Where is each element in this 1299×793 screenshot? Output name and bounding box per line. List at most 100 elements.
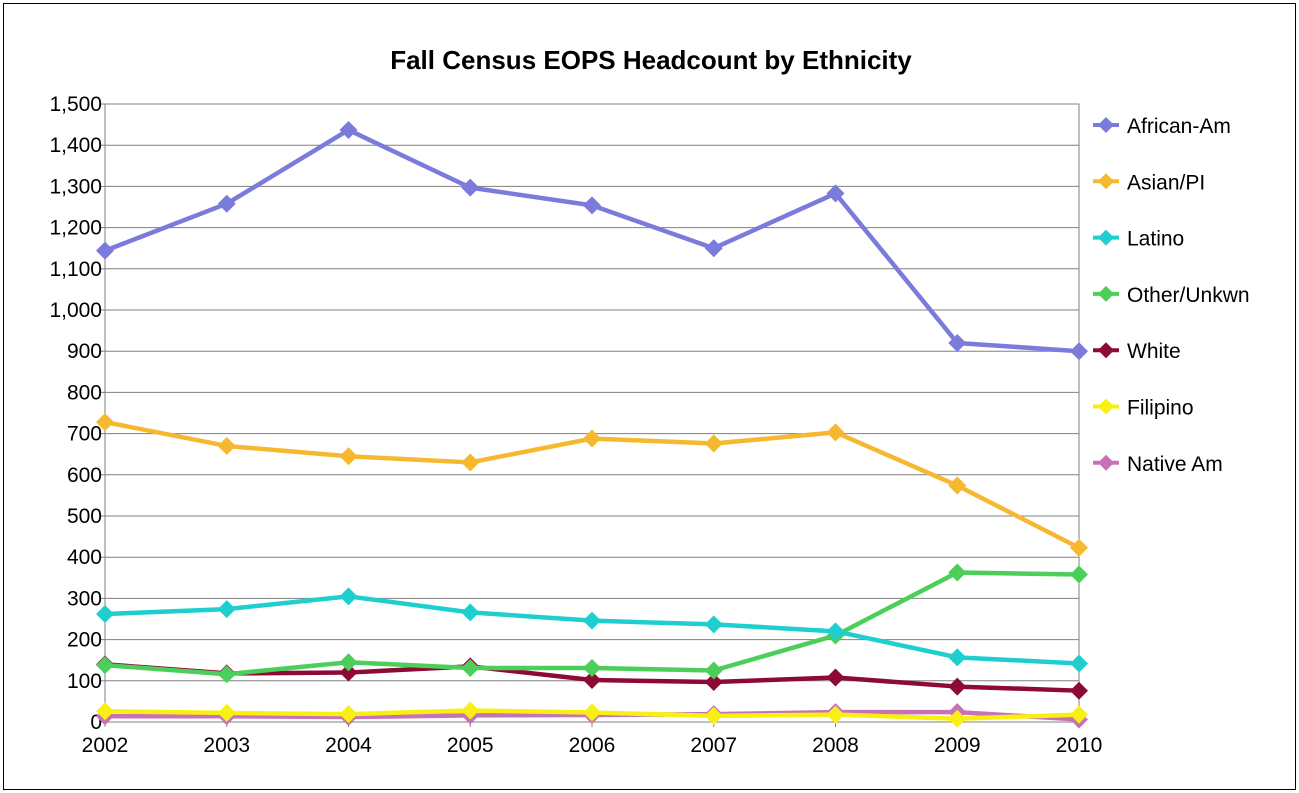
data-point-marker [948, 709, 967, 728]
legend-marker [1098, 454, 1114, 471]
series-white [96, 655, 1088, 700]
legend-item: Native Am [1093, 453, 1223, 476]
data-point-marker [826, 705, 845, 724]
series-other-unkwn [96, 563, 1088, 684]
series-latino [96, 587, 1088, 673]
series-african-am [96, 120, 1088, 361]
data-point-marker [96, 241, 114, 260]
data-point-marker [948, 563, 967, 582]
legend-item: Other/Unkwn [1093, 284, 1250, 307]
data-point-marker [1070, 705, 1088, 724]
y-tick-label: 500 [67, 505, 102, 528]
y-tick-label: 1,400 [49, 134, 102, 157]
data-point-marker [704, 706, 723, 725]
data-point-marker [704, 239, 723, 258]
x-tick-label: 2005 [447, 734, 494, 757]
chart-title: Fall Census EOPS Headcount by Ethnicity [390, 45, 912, 75]
data-point-marker [1070, 654, 1088, 673]
series-line [104, 594, 1080, 666]
data-point-marker [217, 194, 236, 213]
data-point-marker [1070, 681, 1088, 700]
y-tick-label: 600 [67, 464, 102, 487]
legend-item: Filipino [1093, 397, 1194, 420]
legend-marker [1098, 229, 1114, 246]
data-point-marker [1070, 565, 1088, 584]
x-tick-label: 2004 [325, 734, 372, 757]
y-tick-label: 1,500 [49, 93, 102, 116]
y-tick-label: 800 [67, 381, 102, 404]
data-point-marker [1070, 342, 1088, 361]
x-tick-label: 2008 [812, 734, 859, 757]
data-point-marker [948, 677, 967, 696]
data-point-marker [948, 476, 967, 495]
legend-item: African-Am [1093, 115, 1231, 138]
y-tick-label: 200 [67, 629, 102, 652]
data-point-marker [826, 668, 845, 687]
data-point-marker [704, 434, 723, 453]
x-tick-label: 2010 [1056, 734, 1103, 757]
data-point-marker [704, 661, 723, 680]
data-point-marker [96, 656, 114, 675]
data-point-marker [339, 663, 358, 682]
data-point-marker [339, 120, 358, 139]
data-point-marker [704, 615, 723, 634]
data-point-marker [704, 673, 723, 692]
x-tick-label: 2002 [82, 734, 129, 757]
data-point-marker [583, 659, 601, 678]
y-tick-label: 300 [67, 587, 102, 610]
data-point-marker [339, 653, 358, 672]
data-point-marker [826, 622, 845, 641]
y-tick-label: 100 [67, 670, 102, 693]
data-point-marker [217, 665, 236, 684]
y-tick-label: 900 [67, 340, 102, 363]
data-point-marker [461, 603, 480, 622]
data-point-marker [96, 605, 114, 624]
y-tick-label: 400 [67, 546, 102, 569]
data-point-marker [461, 659, 480, 678]
data-point-marker [583, 611, 601, 630]
data-point-marker [583, 703, 601, 722]
legend-label: Filipino [1127, 397, 1194, 420]
data-point-marker [461, 178, 480, 197]
legend-label: African-Am [1127, 115, 1231, 138]
x-tick-label: 2006 [569, 734, 616, 757]
data-point-marker [948, 333, 967, 352]
series-filipino [96, 701, 1088, 728]
data-point-marker [217, 600, 236, 619]
data-point-marker [217, 703, 236, 722]
y-tick-label: 700 [67, 423, 102, 446]
legend-marker [1098, 173, 1114, 190]
data-point-marker [948, 648, 967, 667]
y-tick-label: 1,300 [49, 175, 102, 198]
legend: African-Am Asian/PI Latino Other/Unkwn White… [1093, 115, 1250, 476]
x-tick-label: 2007 [690, 734, 737, 757]
legend-item: Latino [1093, 228, 1184, 251]
x-axis: 2002 2003 2004 2005 2006 2007 2008 2009 2010 [82, 722, 1103, 757]
data-point-marker [339, 587, 358, 606]
data-point-marker [96, 413, 114, 432]
x-tick-label: 2009 [934, 734, 981, 757]
y-axis: 0 100 200 300 400 500 600 700 800 900 1,000 1,100 1,… [49, 93, 1079, 734]
data-point-marker [583, 196, 601, 215]
legend-label: Other/Unkwn [1127, 284, 1250, 307]
series-line [104, 127, 1080, 354]
data-point-marker [339, 705, 358, 724]
data-point-marker [339, 447, 358, 466]
legend-marker [1098, 117, 1114, 133]
gridlines [105, 103, 1079, 682]
data-point-marker [217, 436, 236, 455]
data-point-marker [826, 184, 845, 203]
legend-item: Asian/PI [1093, 171, 1205, 194]
legend-label: Native Am [1127, 453, 1223, 476]
legend-marker [1098, 342, 1114, 359]
series-asian-pi [96, 413, 1088, 557]
y-tick-label: 1,200 [49, 217, 102, 240]
data-point-marker [1070, 538, 1088, 557]
y-tick-label: 1,100 [49, 258, 102, 281]
data-point-marker [461, 453, 480, 472]
data-point-marker [583, 429, 601, 448]
legend-label: Asian/PI [1127, 171, 1205, 194]
x-tick-label: 2003 [203, 734, 250, 757]
series-lines [96, 120, 1088, 729]
